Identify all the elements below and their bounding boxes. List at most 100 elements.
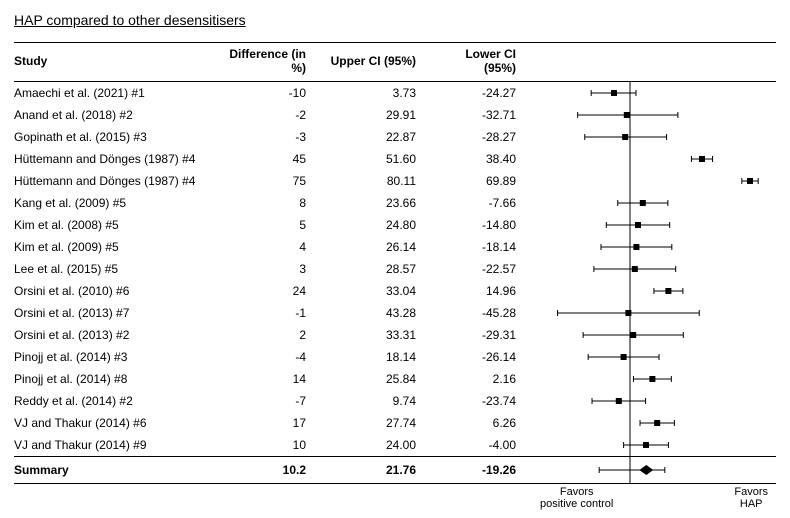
cell-diff: 4 (214, 240, 324, 254)
cell-forest (534, 390, 774, 412)
cell-study: Orsini et al. (2013) #7 (14, 306, 214, 320)
table-body: Amaechi et al. (2021) #1-103.73-24.27 Ana… (14, 82, 776, 456)
cell-study: VJ and Thakur (2014) #6 (14, 416, 214, 430)
cell-lower: 69.89 (434, 174, 534, 188)
cell-upper: 23.66 (324, 196, 434, 210)
cell-study: Orsini et al. (2013) #2 (14, 328, 214, 342)
cell-diff: -10 (214, 86, 324, 100)
cell-forest (534, 258, 774, 280)
cell-study: Pinojj et al. (2014) #3 (14, 350, 214, 364)
cell-diff: -2 (214, 108, 324, 122)
cell-lower: -29.31 (434, 328, 534, 342)
table-row: Orsini et al. (2013) #2233.31-29.31 (14, 324, 776, 346)
table-row: Pinojj et al. (2014) #3-418.14-26.14 (14, 346, 776, 368)
col-upper: Upper CI (95%) (324, 54, 434, 68)
favors-left-label: Favorspositive control (540, 486, 613, 510)
table-header: Study Difference (in %) Upper CI (95%) L… (14, 42, 776, 82)
cell-forest (534, 368, 774, 390)
cell-forest (534, 412, 774, 434)
summary-row: Summary 10.2 21.76 -19.26 (14, 456, 776, 484)
cell-forest (534, 82, 774, 104)
cell-lower: -18.14 (434, 240, 534, 254)
cell-lower: -32.71 (434, 108, 534, 122)
cell-forest (534, 104, 774, 126)
cell-study: Gopinath et al. (2015) #3 (14, 130, 214, 144)
cell-forest (534, 170, 774, 192)
cell-diff: 24 (214, 284, 324, 298)
cell-forest (534, 324, 774, 346)
page-title: HAP compared to other desensitisers (14, 12, 776, 28)
cell-study: Anand et al. (2018) #2 (14, 108, 214, 122)
cell-upper: 29.91 (324, 108, 434, 122)
cell-study: Lee et al. (2015) #5 (14, 262, 214, 276)
cell-lower: 38.40 (434, 152, 534, 166)
table-row: Hüttemann and Dönges (1987) #44551.6038.… (14, 148, 776, 170)
favors-right-label: FavorsHAP (734, 486, 768, 510)
table-row: VJ and Thakur (2014) #61727.746.26 (14, 412, 776, 434)
cell-study: Reddy et al. (2014) #2 (14, 394, 214, 408)
cell-forest (534, 302, 774, 324)
cell-forest (534, 280, 774, 302)
cell-upper: 9.74 (324, 394, 434, 408)
cell-upper: 33.04 (324, 284, 434, 298)
summary-diff: 10.2 (214, 463, 324, 477)
cell-lower: -23.74 (434, 394, 534, 408)
cell-study: Pinojj et al. (2014) #8 (14, 372, 214, 386)
forest-plot-page: HAP compared to other desensitisers Stud… (0, 0, 790, 518)
summary-upper: 21.76 (324, 463, 434, 477)
table-row: VJ and Thakur (2014) #91024.00-4.00 (14, 434, 776, 456)
cell-lower: -26.14 (434, 350, 534, 364)
cell-forest (534, 126, 774, 148)
table-row: Pinojj et al. (2014) #81425.842.16 (14, 368, 776, 390)
col-diff: Difference (in %) (214, 47, 324, 75)
table-row: Hüttemann and Dönges (1987) #47580.1169.… (14, 170, 776, 192)
table-row: Reddy et al. (2014) #2-79.74-23.74 (14, 390, 776, 412)
cell-diff: 14 (214, 372, 324, 386)
cell-diff: -7 (214, 394, 324, 408)
table-row: Lee et al. (2015) #5328.57-22.57 (14, 258, 776, 280)
summary-forest (534, 457, 774, 483)
cell-diff: 45 (214, 152, 324, 166)
cell-lower: -24.27 (434, 86, 534, 100)
cell-diff: 10 (214, 438, 324, 452)
cell-forest (534, 236, 774, 258)
cell-diff: 3 (214, 262, 324, 276)
cell-forest (534, 148, 774, 170)
cell-diff: 5 (214, 218, 324, 232)
cell-upper: 43.28 (324, 306, 434, 320)
cell-upper: 26.14 (324, 240, 434, 254)
cell-study: Kim et al. (2009) #5 (14, 240, 214, 254)
table-row: Kang et al. (2009) #5823.66-7.66 (14, 192, 776, 214)
cell-forest (534, 192, 774, 214)
cell-upper: 27.74 (324, 416, 434, 430)
cell-study: Hüttemann and Dönges (1987) #4 (14, 152, 214, 166)
cell-diff: -4 (214, 350, 324, 364)
cell-upper: 18.14 (324, 350, 434, 364)
cell-forest (534, 434, 774, 456)
cell-lower: -14.80 (434, 218, 534, 232)
cell-diff: 2 (214, 328, 324, 342)
cell-study: Hüttemann and Dönges (1987) #4 (14, 174, 214, 188)
cell-upper: 22.87 (324, 130, 434, 144)
cell-study: Orsini et al. (2010) #6 (14, 284, 214, 298)
cell-lower: -45.28 (434, 306, 534, 320)
cell-lower: 14.96 (434, 284, 534, 298)
cell-upper: 51.60 (324, 152, 434, 166)
cell-study: Amaechi et al. (2021) #1 (14, 86, 214, 100)
cell-lower: -4.00 (434, 438, 534, 452)
cell-diff: 17 (214, 416, 324, 430)
cell-upper: 28.57 (324, 262, 434, 276)
cell-lower: -7.66 (434, 196, 534, 210)
col-lower: Lower CI (95%) (434, 47, 534, 75)
cell-study: Kim et al. (2008) #5 (14, 218, 214, 232)
cell-lower: -22.57 (434, 262, 534, 276)
cell-upper: 3.73 (324, 86, 434, 100)
cell-upper: 25.84 (324, 372, 434, 386)
summary-lower: -19.26 (434, 463, 534, 477)
table-row: Kim et al. (2009) #5426.14-18.14 (14, 236, 776, 258)
cell-study: VJ and Thakur (2014) #9 (14, 438, 214, 452)
cell-upper: 24.00 (324, 438, 434, 452)
col-study: Study (14, 54, 214, 68)
cell-diff: 8 (214, 196, 324, 210)
table-row: Orsini et al. (2013) #7-143.28-45.28 (14, 302, 776, 324)
